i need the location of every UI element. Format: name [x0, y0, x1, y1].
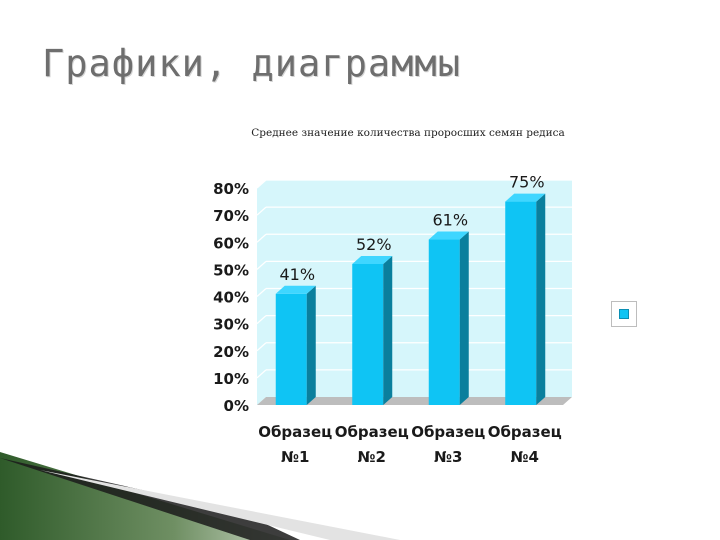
bar-top: [352, 255, 393, 264]
bar: [505, 201, 537, 405]
bar: [428, 239, 460, 405]
gridline-depth: [256, 206, 267, 216]
x-tick-label: Образец: [335, 423, 409, 441]
plot-back-wall: [257, 180, 572, 405]
x-tick-label: Образец: [488, 423, 562, 441]
y-tick-label: 70%: [213, 207, 249, 225]
bar-top: [275, 285, 316, 294]
x-tick-label: №3: [434, 448, 462, 466]
x-tick-label: №1: [281, 448, 309, 466]
gridline-depth: [256, 179, 267, 189]
bar-side: [383, 255, 393, 405]
data-label: 52%: [356, 235, 392, 254]
bar: [275, 293, 307, 405]
y-tick-label: 60%: [213, 234, 249, 252]
y-tick-label: 0%: [224, 397, 249, 415]
x-tick-label: №4: [511, 448, 539, 466]
y-tick-label: 80%: [213, 180, 249, 198]
corner-light-stripe: [40, 470, 400, 540]
gridline-depth: [256, 288, 267, 297]
x-tick-label: Образец: [258, 423, 332, 441]
data-label: 41%: [279, 265, 315, 284]
bar: [352, 263, 384, 405]
y-tick-label: 40%: [213, 289, 249, 307]
data-label: 61%: [432, 211, 468, 230]
bar-side: [536, 193, 546, 405]
gridline-depth: [256, 233, 267, 243]
x-tick-label: Образец: [411, 423, 485, 441]
y-tick-label: 30%: [213, 316, 249, 334]
x-tick-label: №2: [358, 448, 386, 466]
gridline-depth: [256, 260, 267, 270]
data-label: 75%: [509, 173, 545, 192]
y-tick-label: 50%: [213, 261, 249, 279]
bar-top: [428, 231, 469, 240]
y-tick-label: 20%: [213, 343, 249, 361]
y-tick-label: 10%: [213, 370, 249, 388]
corner-dark-stripe: [0, 458, 300, 540]
plot-floor: [257, 397, 572, 405]
slide-title: Графики, диаграммы: [42, 42, 461, 85]
gridline-depth: [256, 315, 267, 325]
legend: [611, 301, 637, 327]
chart-title: Среднее значение количества проросших се…: [251, 127, 565, 139]
bar-top: [505, 193, 546, 202]
gridline-depth: [256, 369, 267, 379]
legend-swatch: [619, 309, 629, 319]
bar-side: [306, 285, 316, 405]
gridline-depth: [256, 342, 267, 352]
bar-side: [459, 231, 469, 405]
